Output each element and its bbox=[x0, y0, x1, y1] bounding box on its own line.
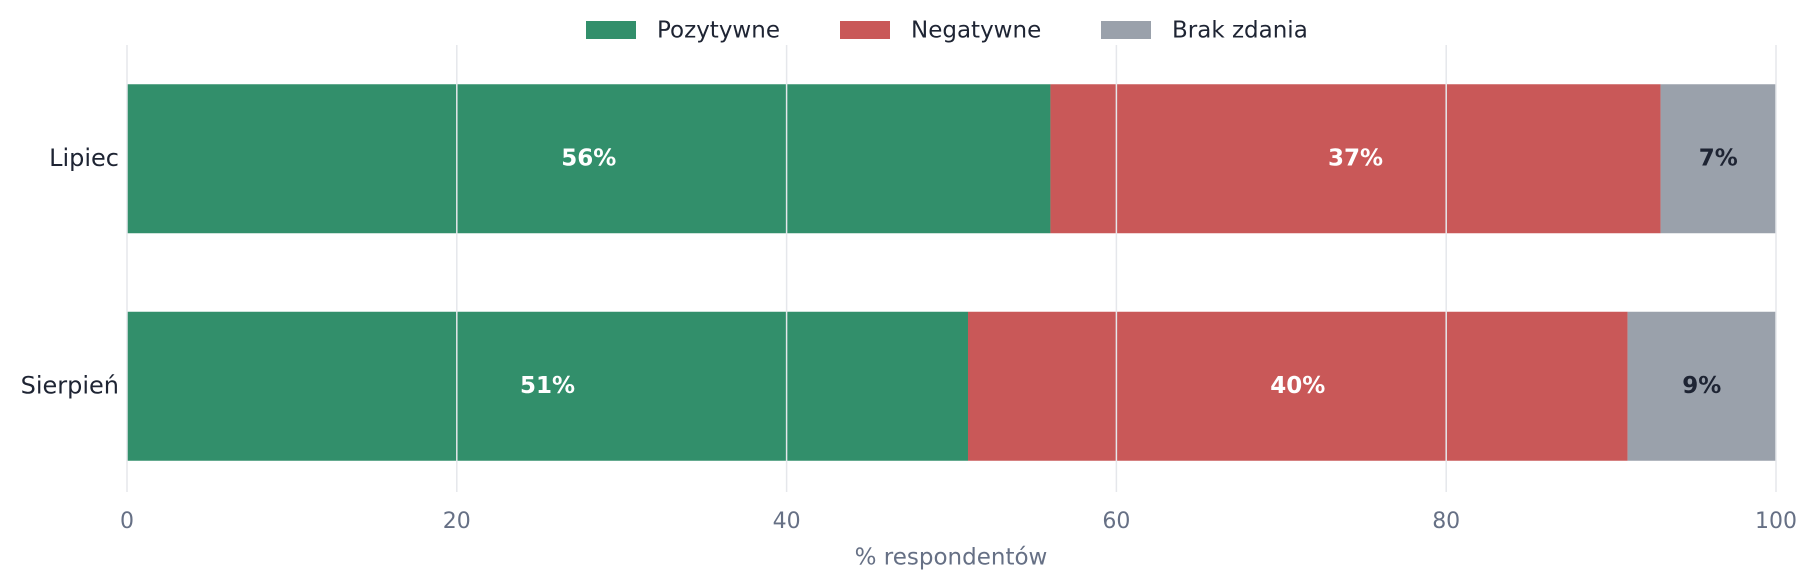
legend-label: Pozytywne bbox=[657, 18, 780, 44]
data-label: 7% bbox=[1699, 145, 1738, 171]
data-label: 51% bbox=[520, 373, 575, 399]
bar-segment bbox=[1050, 84, 1661, 234]
bar-segment bbox=[967, 311, 1628, 461]
x-tick-label: 80 bbox=[1432, 509, 1460, 534]
y-tick-label: Lipiec bbox=[49, 144, 119, 172]
legend-label: Brak zdania bbox=[1172, 18, 1308, 44]
x-tick-label: 0 bbox=[120, 509, 134, 534]
x-tick-label: 100 bbox=[1755, 509, 1797, 534]
bar-segment bbox=[127, 84, 1051, 234]
bar-segment bbox=[1660, 84, 1776, 234]
bar-segment bbox=[127, 311, 968, 461]
x-tick-label: 40 bbox=[773, 509, 801, 534]
data-label: 37% bbox=[1328, 145, 1383, 171]
legend-swatch bbox=[840, 21, 890, 39]
x-tick-label: 60 bbox=[1102, 509, 1130, 534]
data-label: 9% bbox=[1682, 373, 1721, 399]
legend-label: Negatywne bbox=[911, 18, 1041, 44]
legend-swatch bbox=[1101, 21, 1151, 39]
x-axis-label: % respondentów bbox=[855, 545, 1048, 571]
y-tick-label: Sierpień bbox=[21, 371, 119, 399]
data-label: 40% bbox=[1270, 373, 1325, 399]
bar-segment bbox=[1627, 311, 1776, 461]
data-label: 56% bbox=[561, 145, 616, 171]
x-tick-label: 20 bbox=[443, 509, 471, 534]
legend-swatch bbox=[586, 21, 636, 39]
